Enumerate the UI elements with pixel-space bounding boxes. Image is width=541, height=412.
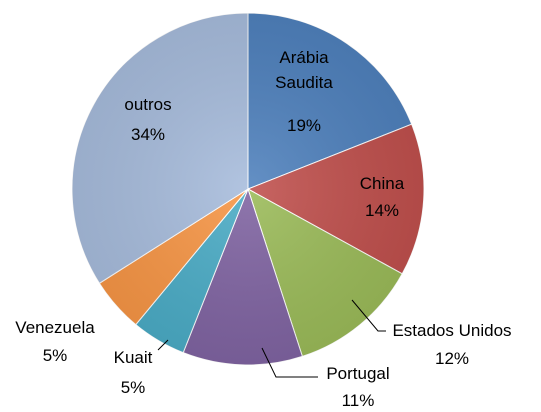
- category-label: Venezuela: [15, 318, 95, 337]
- category-label: Arábia Saudita: [275, 48, 333, 92]
- leader-line: [261, 347, 318, 378]
- value-label: 34%: [130, 125, 166, 144]
- category-label: Kuait: [113, 348, 153, 367]
- value-label: 14%: [364, 201, 400, 220]
- leader-line: [351, 299, 386, 332]
- leader-line: [157, 339, 169, 351]
- category-label: outros: [124, 95, 172, 114]
- value-label: 12%: [434, 349, 470, 368]
- category-label: Portugal: [326, 364, 390, 383]
- value-label: 5%: [42, 346, 68, 365]
- value-label: 11%: [341, 391, 375, 410]
- value-label: 19%: [286, 116, 322, 135]
- category-label: Estados Unidos: [392, 321, 512, 340]
- category-label: China: [359, 174, 405, 193]
- value-label: 5%: [120, 378, 146, 397]
